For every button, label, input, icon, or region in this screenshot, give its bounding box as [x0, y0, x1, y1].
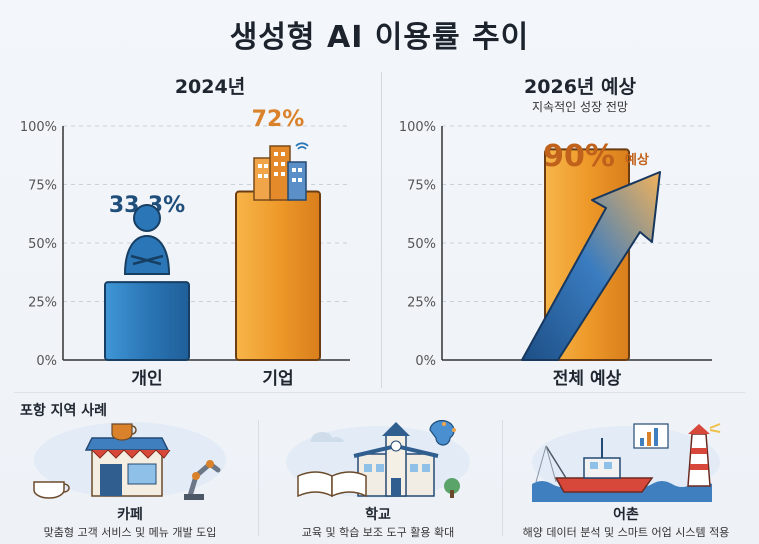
building-icon: [253, 142, 309, 201]
y-tick-label: 0%: [415, 354, 436, 369]
case-school-name: 학교: [365, 507, 391, 523]
bar-개인: [104, 281, 190, 361]
y-tick-label: 50%: [407, 237, 436, 252]
case-school-desc: 교육 및 학습 보조 도구 활용 확대: [301, 526, 455, 539]
school-illustration-icon: [286, 420, 470, 498]
panel-divider: [381, 72, 382, 388]
y-tick-label: 0%: [36, 354, 57, 369]
panel-2024-title: 2024년: [174, 76, 246, 98]
case-divider: [502, 420, 503, 536]
value-label: 90%: [543, 139, 615, 174]
panel-2026-title: 2026년 예상: [524, 76, 636, 98]
y-tick-label: 100%: [399, 120, 436, 135]
case-fishing-village-desc: 해양 데이터 분석 및 스마트 어업 시스템 적용: [522, 526, 730, 539]
fishing-village-illustration-icon: [532, 423, 721, 502]
x-category-label: 전체 예상: [553, 369, 622, 389]
y-tick-label: 25%: [407, 296, 436, 311]
y-tick-label: 75%: [28, 179, 57, 194]
page-title: 생성형 AI 이용률 추이: [229, 20, 530, 55]
x-category-label: 개인: [131, 369, 162, 389]
person-icon: [123, 204, 171, 275]
bar-기업: [235, 190, 321, 361]
panel-2026-subtitle: 지속적인 성장 전망: [532, 100, 628, 114]
x-category-label: 기업: [262, 369, 293, 389]
chart-2026: 0% 25% 50% 75% 100% 전체 예상 90% 예상: [399, 120, 712, 389]
case-cafe-desc: 맞춤형 고객 서비스 및 메뉴 개발 도입: [43, 526, 217, 539]
cafe-illustration-icon: [33, 422, 226, 500]
section-divider: [14, 392, 745, 393]
case-school: 학교 교육 및 학습 보조 도구 활용 확대: [258, 418, 498, 542]
growth-arrow-icon: [521, 171, 661, 361]
value-label: 72%: [252, 107, 305, 132]
case-cafe-name: 카페: [117, 507, 143, 523]
case-fishing-village: 어촌 해양 데이터 분석 및 스마트 어업 시스템 적용: [506, 418, 746, 542]
y-tick-label: 75%: [407, 179, 436, 194]
case-divider: [258, 420, 259, 536]
case-cafe: 카페 맞춤형 고객 서비스 및 메뉴 개발 도입: [10, 418, 250, 542]
y-tick-label: 50%: [28, 237, 57, 252]
y-tick-label: 25%: [28, 296, 57, 311]
value-suffix-label: 예상: [625, 152, 649, 168]
cases-title: 포항 지역 사례: [20, 403, 108, 419]
y-tick-label: 100%: [20, 120, 57, 135]
case-fishing-village-name: 어촌: [613, 507, 639, 523]
